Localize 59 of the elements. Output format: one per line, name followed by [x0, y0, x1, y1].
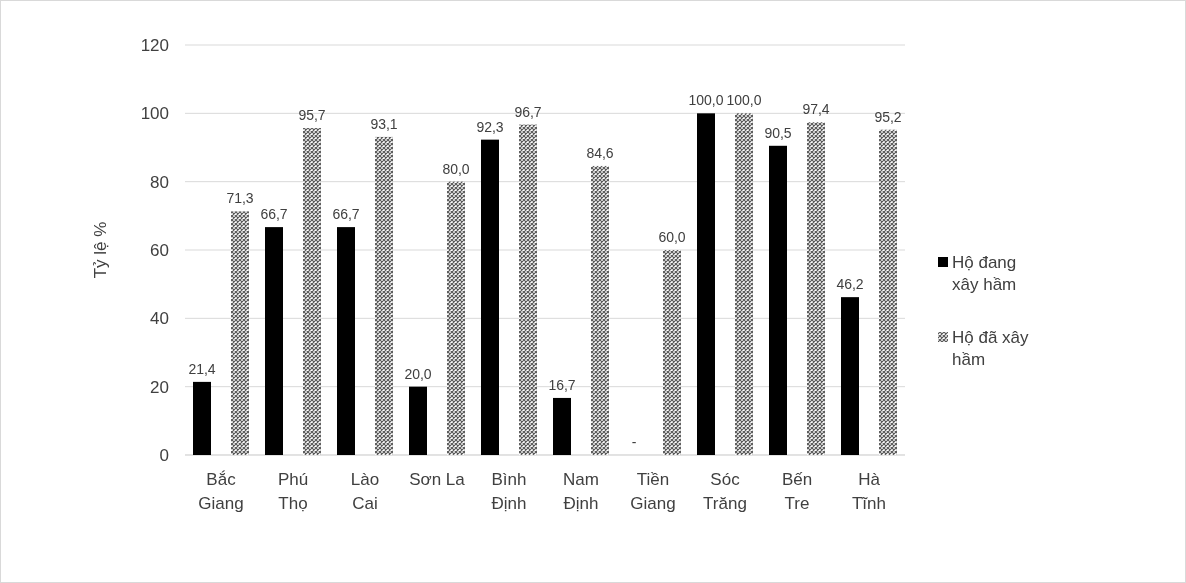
data-label: 21,4: [188, 360, 216, 377]
bar: [447, 181, 465, 455]
x-tick-label: Sóc Trăng: [703, 470, 747, 513]
bar: [807, 122, 825, 455]
y-axis-title: Tỷ lệ %: [91, 221, 110, 279]
y-tick-label: 100: [140, 104, 169, 124]
bar: [193, 381, 211, 455]
data-label: 96,7: [514, 103, 542, 120]
y-tick-label: 80: [150, 172, 169, 192]
data-label: 66,7: [260, 206, 288, 223]
data-label: 100,0: [688, 92, 724, 109]
bar: [481, 139, 499, 455]
data-label: 16,7: [548, 376, 576, 393]
y-tick-label: 120: [140, 36, 169, 55]
data-label: 97,4: [802, 101, 830, 118]
data-label: 60,0: [658, 229, 686, 245]
bar: [303, 128, 321, 455]
bar: [265, 227, 283, 455]
data-label: 92,3: [476, 118, 504, 135]
data-label: 66,7: [332, 206, 360, 223]
x-tick-label: Sơn La: [409, 470, 466, 489]
bar: [375, 136, 393, 455]
y-tick-label: 60: [150, 241, 169, 260]
x-tick-label: Bến Tre: [781, 470, 813, 513]
data-label: 84,6: [586, 144, 614, 161]
bar: [337, 227, 355, 455]
bar: [697, 113, 715, 455]
x-tick-label: Hà Tĩnh: [851, 470, 887, 513]
bar: [519, 124, 537, 455]
data-label: 95,2: [874, 108, 902, 125]
bar: [231, 211, 249, 455]
x-tick-label: Lào Cai: [350, 470, 380, 513]
data-label: 71,3: [226, 190, 254, 207]
x-tick-label: Phú Thọ: [277, 470, 309, 513]
text: -: [631, 434, 637, 450]
legend-label: Hộ đã xây hầm: [952, 328, 1030, 369]
data-label: 46,2: [836, 276, 864, 293]
y-tick-label: 40: [150, 309, 169, 329]
bar: [879, 129, 897, 455]
data-label: 100,0: [726, 92, 762, 109]
bar: [553, 397, 571, 455]
bar: [769, 145, 787, 455]
x-tick-label: Tiền Giang: [630, 470, 676, 513]
x-tick-label: Nam Định: [563, 470, 599, 513]
legend-label: Hộ đang xây hầm: [952, 253, 1017, 294]
y-tick-label: 20: [150, 377, 169, 397]
data-label: 95,7: [298, 107, 326, 124]
x-tick-label: Bình Định: [491, 470, 527, 513]
y-tick-label: 0: [159, 446, 169, 465]
bar: [591, 165, 609, 455]
data-label: 90,5: [764, 124, 792, 141]
data-label: 20,0: [404, 365, 432, 382]
data-label: 80,0: [442, 160, 470, 177]
data-label: 93,1: [370, 115, 398, 132]
bar: [409, 386, 427, 455]
bar: [735, 113, 753, 455]
bar: [841, 297, 859, 455]
x-tick-label: Bắc Giang: [198, 470, 244, 513]
bar: [663, 250, 681, 455]
